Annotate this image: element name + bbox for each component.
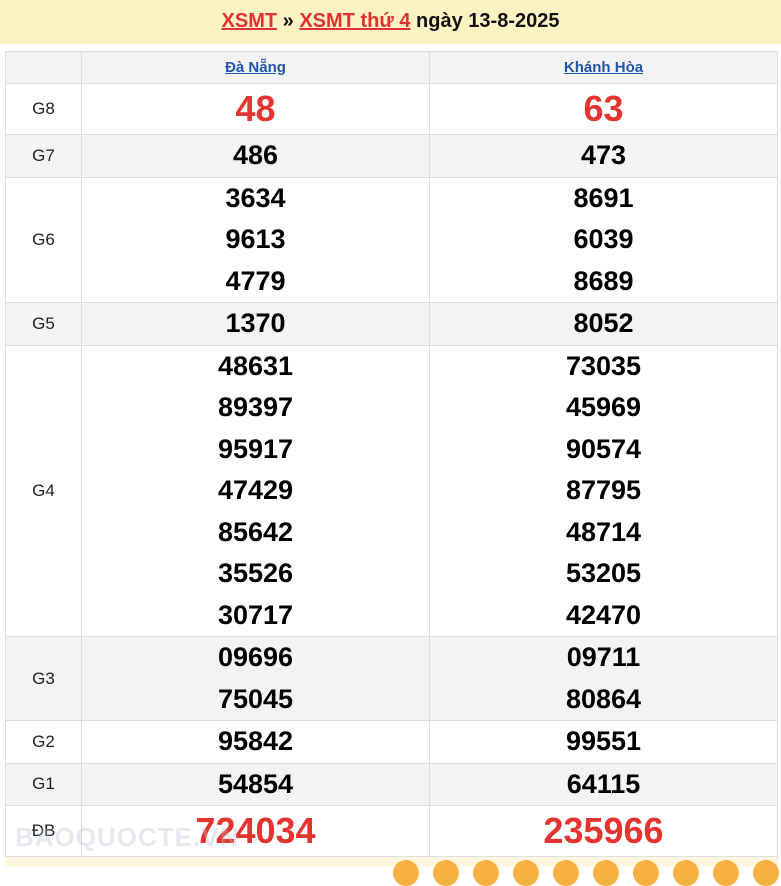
- xsmt-thu4-link[interactable]: XSMT thứ 4: [299, 10, 411, 32]
- prize-number: 235966: [543, 810, 664, 851]
- decorative-dot: [473, 860, 499, 886]
- prize-number: 3634: [225, 182, 286, 213]
- page-title: XSMT » XSMT thứ 4 ngày 13-8-2025: [0, 0, 781, 44]
- xsmt-link[interactable]: XSMT: [221, 10, 278, 32]
- decorative-dot: [753, 860, 779, 886]
- decorative-dot: [713, 860, 739, 886]
- prize-number: 85642: [217, 516, 294, 547]
- province-link-khanh-hoa[interactable]: Khánh Hòa: [563, 58, 644, 76]
- prize-number: 73035: [565, 350, 642, 381]
- prize-number: 87795: [565, 475, 642, 505]
- prize-cell: 99551: [429, 720, 778, 764]
- prize-label: G4: [5, 344, 82, 637]
- results-table: Đà Nẵng Khánh Hòa G8 48 63 G7 486 473 G6 3634 96…: [5, 51, 778, 857]
- footer-strip: [5, 857, 778, 867]
- decorative-dot: [633, 860, 659, 886]
- decorative-dot: [433, 860, 459, 886]
- prize-number: 09696: [217, 642, 294, 672]
- prize-row: G6 3634 9613 4779 8691 6039 8689: [5, 176, 778, 303]
- prize-cell: 95842: [81, 720, 430, 764]
- prize-cell: 73035 45969 90574 87795 48714 53205 42470: [429, 344, 778, 637]
- prize-number: 8689: [573, 265, 634, 296]
- prize-number: 53205: [565, 558, 642, 588]
- prize-cell: 8691 6039 8689: [429, 176, 778, 303]
- decorative-dot: [393, 860, 419, 886]
- province-header: Khánh Hòa: [429, 51, 778, 84]
- prize-number: 90574: [565, 433, 642, 464]
- prize-label: G6: [5, 176, 82, 303]
- prize-number: 35526: [217, 558, 294, 588]
- prize-number: 63: [583, 88, 624, 129]
- table-header: Đà Nẵng Khánh Hòa: [5, 51, 778, 84]
- prize-number: 95842: [217, 726, 294, 756]
- prize-label: G2: [5, 720, 82, 764]
- prize-number: 4779: [225, 265, 286, 296]
- prize-number: 1370: [225, 308, 286, 338]
- prize-number: 64115: [566, 768, 641, 799]
- prize-number: 89397: [217, 392, 294, 422]
- decorative-dot: [513, 860, 539, 886]
- prize-number: 09711: [566, 642, 641, 672]
- prize-cell: 473: [429, 134, 778, 178]
- prize-cell: 48: [81, 83, 430, 135]
- prize-label: G7: [5, 134, 82, 178]
- prize-cell: 63: [429, 83, 778, 135]
- prize-number: 8052: [573, 308, 634, 338]
- prize-cell: 235966: [429, 805, 778, 857]
- prize-cell: 1370: [81, 302, 430, 346]
- prize-number: 30717: [217, 599, 294, 630]
- prize-cell: 09711 80864: [429, 636, 778, 721]
- decorative-dot: [553, 860, 579, 886]
- watermark: BAOQUOCTE.VN: [15, 822, 240, 852]
- prize-number: 48: [235, 88, 276, 129]
- prize-row: G7 486 473: [5, 134, 778, 178]
- prize-cell: 724034: [81, 805, 430, 857]
- prize-row: G1 54854 64115: [5, 762, 778, 806]
- prize-label: ĐB: [5, 805, 82, 857]
- prize-cell: 3634 9613 4779: [81, 176, 430, 303]
- prize-row: G3 09696 75045 09711 80864: [5, 636, 778, 721]
- prize-row: G8 48 63: [5, 83, 778, 135]
- prize-label: G3: [5, 636, 82, 721]
- province-header: Đà Nẵng: [81, 51, 430, 84]
- prize-row: G5 1370 8052: [5, 302, 778, 346]
- date-text: ngày 13-8-2025: [416, 10, 560, 32]
- prize-number: 54854: [217, 768, 294, 799]
- prize-number: 48714: [565, 516, 642, 547]
- prize-number: 47429: [217, 475, 294, 505]
- prize-cell: 486: [81, 134, 430, 178]
- prize-cell: 64115: [429, 762, 778, 806]
- decorative-dot: [593, 860, 619, 886]
- prize-number: 8691: [573, 182, 634, 213]
- prize-number: 48631: [217, 350, 294, 381]
- prize-number: 724034: [195, 810, 316, 851]
- prize-cell: 48631 89397 95917 47429 85642 35526 30717: [81, 344, 430, 637]
- separator: »: [282, 10, 294, 32]
- prize-label: G1: [5, 762, 82, 806]
- prize-row: G4 48631 89397 95917 47429 85642 35526 30717 730…: [5, 344, 778, 637]
- prize-number: 473: [580, 140, 627, 170]
- prize-label: G8: [5, 83, 82, 135]
- prize-number: 9613: [225, 224, 286, 254]
- prize-number: 80864: [565, 683, 642, 714]
- prize-number: 75045: [217, 683, 294, 714]
- prize-cell: 8052: [429, 302, 778, 346]
- prize-label: G5: [5, 302, 82, 346]
- prize-number: 99551: [565, 726, 642, 756]
- prize-cell: 09696 75045: [81, 636, 430, 721]
- prize-number: 95917: [217, 433, 294, 464]
- prize-number: 486: [232, 140, 279, 170]
- prize-cell: 54854: [81, 762, 430, 806]
- corner-cell: [5, 51, 82, 84]
- prize-row: ĐB 724034 235966: [5, 805, 778, 857]
- province-link-da-nang[interactable]: Đà Nẵng: [225, 58, 286, 76]
- prize-number: 45969: [565, 392, 642, 422]
- prize-number: 42470: [565, 599, 642, 630]
- decorative-dot: [673, 860, 699, 886]
- prize-row: G2 95842 99551: [5, 720, 778, 764]
- prize-number: 6039: [573, 224, 634, 254]
